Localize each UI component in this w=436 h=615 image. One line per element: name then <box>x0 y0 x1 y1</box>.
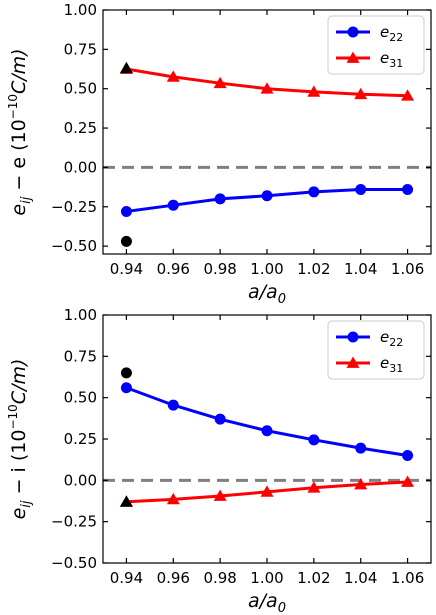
x-axis-label: a/a0 <box>248 281 286 307</box>
y-axis-label-sup: −10 <box>6 94 20 119</box>
y-axis-label-end: C/m) <box>8 48 30 94</box>
legend-entry-e31: e31 <box>380 49 403 70</box>
data-point-e22-4 <box>308 434 320 446</box>
legend-entry-sub: 31 <box>389 57 403 70</box>
y-axis-label-main: e <box>8 508 30 520</box>
data-point-e22-5 <box>355 442 367 454</box>
legend-entry-main: e <box>380 23 389 41</box>
legend-entry-main: e <box>380 49 389 67</box>
y-axis-label-rest: − e (10 <box>8 119 30 196</box>
legend-marker-e22 <box>347 331 359 343</box>
x-tick-label: 0.94 <box>110 260 143 278</box>
chart-panel-1: 0.94 0.96 0.98 1.00 1.02 1.04 1.06 −0.50 −0.25 0.… <box>6 1 432 307</box>
y-axis-label: eij − e (10−10C/m) <box>6 48 34 215</box>
data-point-e31-3 <box>260 82 274 94</box>
legend-box <box>327 15 425 75</box>
legend-entry-sub: 22 <box>389 31 403 44</box>
y-axis-label-rest: − i (10 <box>8 430 30 501</box>
y-tick-label: −0.50 <box>51 237 97 255</box>
data-point-e31-1 <box>166 492 180 505</box>
data-point-e31-1 <box>166 70 180 82</box>
y-axis-label-main: e <box>8 204 30 216</box>
data-point-e31-6 <box>401 89 415 101</box>
data-point-e22-4 <box>308 186 320 198</box>
data-point-e31-5 <box>354 477 368 490</box>
y-axis-label-sub: ij <box>19 196 34 204</box>
data-point-e31-4 <box>307 481 321 493</box>
x-tick-label: 0.98 <box>203 260 236 278</box>
x-tick-label: 0.96 <box>157 569 190 587</box>
data-point-e22-6 <box>402 183 414 195</box>
legend-entry-sub: 22 <box>389 336 403 349</box>
y-tick-label: −0.25 <box>51 513 97 531</box>
legend-entry-e22: e22 <box>380 23 403 44</box>
x-tick-label: 0.98 <box>203 569 236 587</box>
y-tick-label: 0.25 <box>64 119 97 137</box>
y-tick-label: 0.25 <box>64 430 97 448</box>
y-tick-label: −0.25 <box>51 198 97 216</box>
y-tick-label: 0.75 <box>64 347 97 365</box>
data-point-e22-3 <box>261 425 273 437</box>
data-point-e22-1 <box>167 399 179 411</box>
y-axis-label-end: C/m) <box>8 359 30 405</box>
legend-entry-main: e <box>380 328 389 346</box>
data-point-e22-6 <box>402 450 414 462</box>
legend-entry-e22: e22 <box>380 328 403 349</box>
data-point-e22-2 <box>214 193 226 205</box>
legend-entry-main: e <box>380 354 389 372</box>
x-tick-label: 1.06 <box>391 260 424 278</box>
y-axis-label: eij − i (10−10C/m) <box>6 359 34 520</box>
legend-entry-e31: e31 <box>380 354 403 375</box>
x-axis-label-sub: 0 <box>278 292 286 307</box>
y-tick-label: 1.00 <box>64 306 97 324</box>
legend-marker-e31 <box>346 356 360 368</box>
data-point-e31-4 <box>307 85 321 97</box>
y-tick-label: 1.00 <box>64 1 97 19</box>
y-tick-label: 0.50 <box>64 80 97 98</box>
y-tick-label: 0.75 <box>64 40 97 58</box>
data-point-e22-5 <box>355 183 367 195</box>
legend-marker-e22 <box>347 26 359 38</box>
data-point-e22-1 <box>167 199 179 211</box>
data-point-e22-0 <box>120 382 132 394</box>
x-tick-label: 1.00 <box>250 569 283 587</box>
legend-box <box>327 320 425 380</box>
y-axis-label-sup: −10 <box>6 404 20 429</box>
x-axis-label: a/a0 <box>248 590 286 615</box>
data-point-e22-3 <box>261 190 273 202</box>
data-point-e31-3 <box>260 485 274 497</box>
data-point-e31-5 <box>354 87 368 100</box>
y-tick-label: 0.00 <box>64 471 97 489</box>
data-point-e22-2 <box>214 413 226 425</box>
y-tick-label: −0.50 <box>51 554 97 572</box>
extra-point-0 <box>119 61 133 74</box>
y-tick-label: 0.50 <box>64 389 97 407</box>
extra-point-1 <box>119 495 133 507</box>
chart-panel-2: 0.94 0.96 0.98 1.00 1.02 1.04 1.06 −0.50 −0.25 0.… <box>6 306 432 615</box>
data-point-e22-0 <box>120 205 132 217</box>
x-tick-label: 1.04 <box>344 569 377 587</box>
x-axis-label-main: a/a <box>248 590 278 612</box>
x-tick-label: 1.02 <box>297 260 330 278</box>
x-tick-label: 1.00 <box>250 260 283 278</box>
x-tick-label: 1.04 <box>344 260 377 278</box>
data-point-e31-2 <box>213 489 227 501</box>
extra-point-1 <box>120 235 132 247</box>
x-tick-label: 1.02 <box>297 569 330 587</box>
legend-entry-sub: 31 <box>389 362 403 375</box>
extra-point-0 <box>120 367 132 379</box>
x-tick-label: 1.06 <box>391 569 424 587</box>
y-axis-label-sub: ij <box>19 500 34 508</box>
data-point-e31-2 <box>213 76 227 89</box>
x-tick-label: 0.96 <box>157 260 190 278</box>
data-point-e31-6 <box>401 475 415 487</box>
x-axis-label-sub: 0 <box>278 601 286 615</box>
x-axis-label-main: a/a <box>248 281 278 303</box>
y-tick-label: 0.00 <box>64 158 97 176</box>
legend-marker-e31 <box>346 51 360 63</box>
x-tick-label: 0.94 <box>110 569 143 587</box>
